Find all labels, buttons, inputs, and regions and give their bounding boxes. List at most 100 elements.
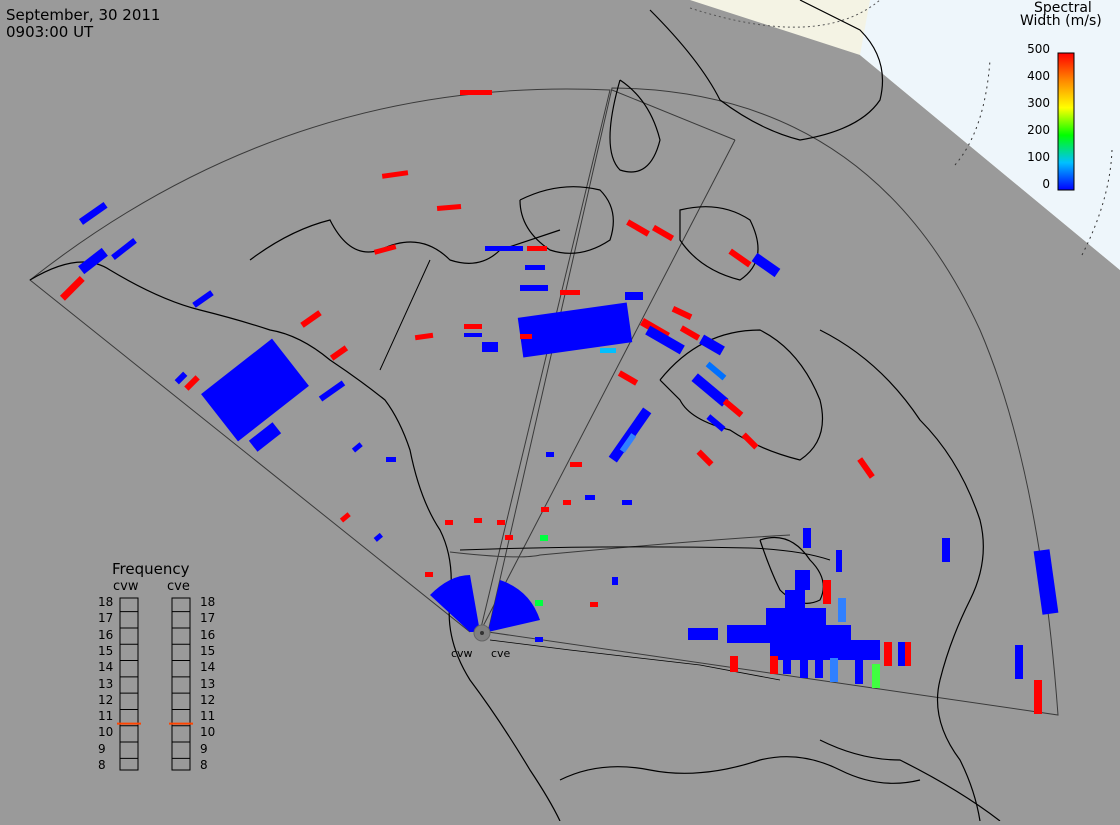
echo-cell	[585, 495, 595, 500]
echo-cell	[329, 345, 349, 361]
echo-cell	[622, 500, 632, 505]
frequency-tick-label: 14	[200, 660, 216, 675]
echo-cell	[688, 628, 718, 640]
echo-cell	[520, 285, 548, 291]
terminator-arc	[689, 0, 881, 28]
date-label: September, 30 2011	[6, 6, 161, 24]
echo-cell	[691, 373, 729, 407]
latitude-dotted-arc-2	[1081, 149, 1113, 256]
echo-cell	[705, 361, 727, 381]
freq-grid-lines	[120, 611, 190, 759]
frequency-tick-label: 17	[200, 611, 216, 626]
colorbar-title-line1: Spectral	[1034, 0, 1092, 16]
fov-inner-arc	[449, 534, 791, 558]
echo-cell	[625, 292, 643, 300]
echo-cell	[192, 290, 214, 308]
echo-fan-cve	[488, 580, 540, 632]
echo-cell	[706, 414, 726, 432]
echo-cell	[464, 333, 482, 337]
echo-cell	[800, 660, 808, 678]
echo-cell	[414, 332, 434, 341]
alaska-coast	[29, 261, 561, 822]
echo-cell	[699, 334, 725, 356]
colorbar-tick-label: 100	[1027, 150, 1050, 164]
echo-cell	[535, 637, 543, 642]
frequency-tick-label: 12	[98, 692, 114, 707]
echo-cell	[872, 664, 880, 688]
site-label-cvw: cvw	[451, 647, 473, 660]
great-lakes	[759, 536, 824, 604]
echo-cell	[530, 347, 546, 352]
echo-cell	[485, 246, 523, 251]
fov-cvw	[29, 88, 611, 633]
echo-cell	[527, 246, 547, 251]
frequency-tick-label: 11	[200, 709, 216, 724]
freq-bar-cve	[171, 597, 191, 771]
site-label-cve: cve	[491, 647, 511, 660]
echo-cell	[942, 538, 950, 562]
echo-cell	[836, 550, 842, 572]
echo-cell	[351, 442, 363, 453]
echo-cell	[460, 90, 492, 95]
echo-cell	[570, 462, 582, 467]
frequency-tick-label: 14	[98, 660, 114, 675]
colorbar-tick-label: 300	[1027, 96, 1050, 110]
echo-cell	[727, 625, 851, 643]
echo-cell	[201, 338, 309, 442]
frequency-tick-label: 8	[98, 758, 106, 772]
echo-cell	[497, 520, 505, 525]
freq-radar-label-cvw: cvw	[113, 579, 139, 594]
echo-cell	[464, 324, 482, 329]
polar-sky-region	[860, 0, 1120, 270]
echo-cell	[174, 371, 188, 385]
echo-cell	[517, 302, 633, 358]
echo-cell	[1034, 680, 1042, 714]
echo-cell	[898, 642, 906, 666]
echo-cell	[1015, 645, 1023, 679]
echo-cell	[770, 640, 880, 660]
frequency-tick-label: 16	[98, 627, 114, 642]
echo-cell	[722, 398, 744, 418]
colorbar	[1057, 52, 1075, 191]
frequency-tick-label: 18	[200, 595, 216, 609]
echo-cell	[795, 570, 810, 590]
echo-cell	[381, 170, 409, 179]
echo-cell	[520, 334, 532, 339]
frequency-tick-label: 18	[98, 595, 114, 609]
frequency-tick-label: 13	[200, 676, 216, 691]
echo-cell	[1033, 549, 1059, 615]
echo-cell	[905, 642, 911, 666]
echo-cell	[505, 535, 513, 540]
frequency-tick-label: 10	[98, 725, 114, 740]
echo-cell	[612, 577, 618, 585]
echo-cell	[248, 422, 282, 452]
colorbar-tick-label: 0	[1042, 177, 1050, 191]
echo-cell	[679, 325, 701, 341]
frequency-tick-label: 8	[200, 758, 208, 772]
freq-bar-cvw	[119, 597, 139, 771]
echo-cell	[730, 656, 738, 672]
echo-cell	[540, 535, 548, 541]
colorbar-tick-label: 400	[1027, 69, 1050, 83]
frequency-panel	[119, 597, 191, 771]
echo-cell	[482, 342, 498, 352]
echo-cell	[541, 507, 549, 512]
scatter-echoes	[59, 90, 1059, 714]
colorbar-scale	[1057, 52, 1075, 191]
echo-cell	[425, 572, 433, 577]
frequency-title: Frequency	[112, 560, 190, 578]
echo-cell	[600, 348, 616, 353]
echo-cell	[803, 528, 811, 548]
frequency-tick-label: 11	[98, 709, 114, 724]
echo-cell	[751, 252, 781, 278]
fov-center-line-2	[479, 139, 736, 633]
echo-cell	[535, 600, 543, 606]
greenland	[649, 0, 884, 141]
gulf-coast	[559, 756, 921, 784]
frequency-tick-label: 15	[98, 643, 114, 658]
echo-cell	[318, 380, 346, 402]
colorbar-tick-label: 200	[1027, 123, 1050, 137]
echo-cell	[386, 457, 396, 462]
